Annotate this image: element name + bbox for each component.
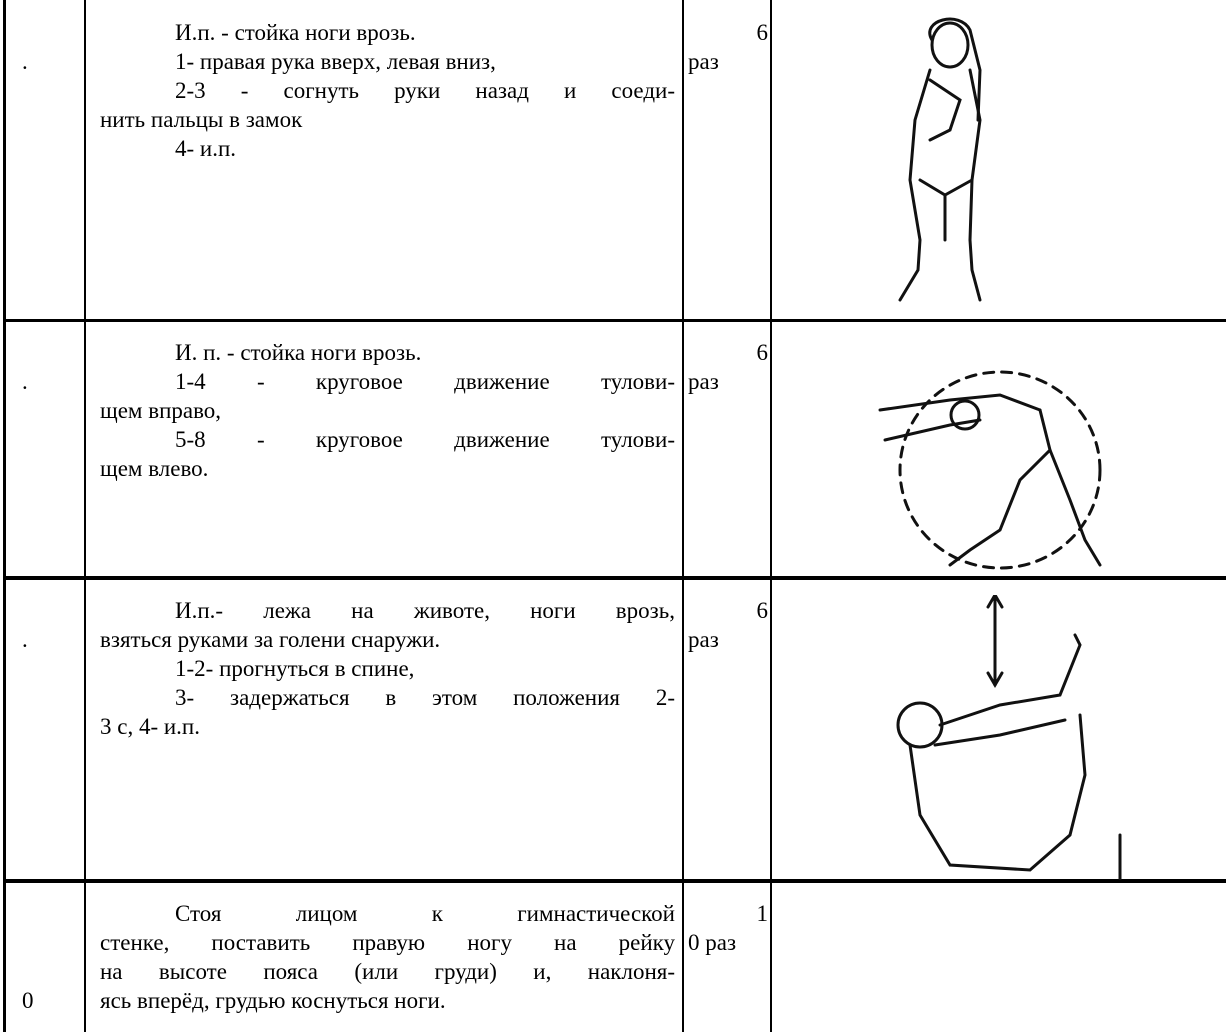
border xyxy=(770,0,772,1032)
count-number: 6 xyxy=(756,20,769,45)
border xyxy=(3,319,1226,322)
text-line: ясь вперёд, грудью коснуться ноги. xyxy=(100,988,446,1013)
text-line: И.п.- лежа на животе, ноги врозь, xyxy=(175,598,675,623)
text-line: щем вправо, xyxy=(100,398,222,423)
figure-standing xyxy=(898,17,982,302)
count-unit: раз xyxy=(688,627,719,652)
border xyxy=(3,0,6,1032)
text-line: И.п. - стойка ноги врозь. xyxy=(175,20,416,45)
figure-circle xyxy=(878,370,1102,570)
text-line: 1-4 - круговое движение тулови- xyxy=(175,369,675,394)
count-unit: раз xyxy=(688,369,719,394)
text-line: взяться руками за голени снаружи. xyxy=(100,627,441,652)
count-unit: раз xyxy=(688,49,719,74)
border xyxy=(682,0,684,1032)
text-line: И. п. - стойка ноги врозь. xyxy=(175,340,422,365)
figure-bow xyxy=(896,595,1122,880)
row-number: . xyxy=(22,369,28,394)
row-number: . xyxy=(22,627,28,652)
text-line: 3 с, 4- и.п. xyxy=(100,714,200,739)
text-line: на высоте пояса (или груди) и, наклоня- xyxy=(100,959,675,984)
border xyxy=(3,879,1226,883)
row-number: 0 xyxy=(22,988,34,1013)
text-line: 5-8 - круговое движение тулови- xyxy=(175,427,675,452)
row-number: . xyxy=(22,49,28,74)
text-line: 3- задержаться в этом положения 2- xyxy=(175,685,675,710)
text-line: 4- и.п. xyxy=(175,136,237,161)
count-number: 6 xyxy=(756,598,769,623)
count-number: 6 xyxy=(756,340,769,365)
count-unit: 0 раз xyxy=(688,930,737,955)
text-line: Стоя лицом к гимнастической xyxy=(175,901,675,926)
text-line: нить пальцы в замок xyxy=(100,107,303,132)
text-line: щем влево. xyxy=(100,456,209,481)
text-line: 2-3 - согнуть руки назад и соеди- xyxy=(175,78,675,103)
text-line: 1- правая рука вверх, левая вниз, xyxy=(175,49,496,74)
text-line: стенке, поставить правую ногу на рейку xyxy=(100,930,675,955)
text-line: 1-2- прогнуться в спине, xyxy=(175,656,415,681)
border xyxy=(84,0,86,1032)
border xyxy=(3,576,1226,580)
count-number: 1 xyxy=(756,901,769,926)
